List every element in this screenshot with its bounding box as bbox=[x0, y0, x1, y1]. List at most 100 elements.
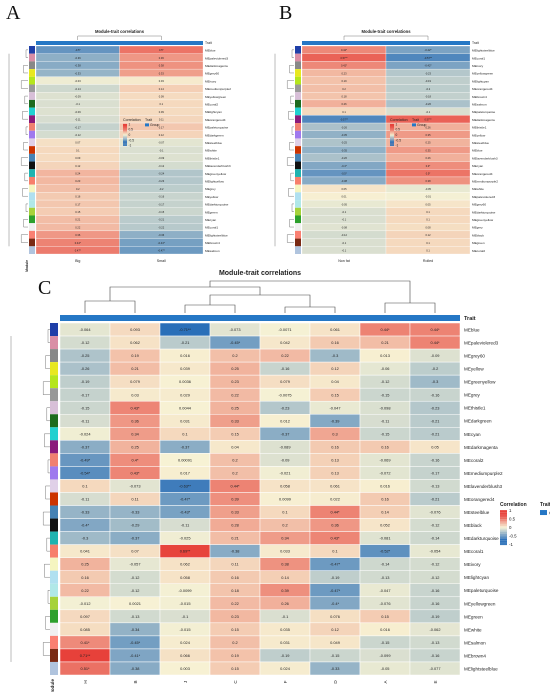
c-legend-swatch bbox=[500, 513, 507, 515]
c-cell-label: 0.69** bbox=[180, 549, 191, 554]
dendrogram-branch bbox=[45, 355, 50, 369]
b-row-label: MEthistle1 bbox=[472, 126, 487, 130]
b-trait-swatch bbox=[412, 123, 416, 127]
b-cell-label: 0.57** bbox=[424, 118, 431, 122]
c-cell-label: 0.097 bbox=[80, 614, 90, 619]
b-cell-label: -0.1 bbox=[342, 218, 347, 222]
b-cell-label: -0.05 bbox=[425, 187, 431, 191]
a-legend-swatch bbox=[123, 143, 127, 145]
a-legend-swatch bbox=[123, 123, 127, 125]
c-cell-label: 0.1 bbox=[182, 431, 187, 436]
c-cell-label: -0.12 bbox=[131, 588, 140, 593]
a-cell-label: 0.21 bbox=[75, 218, 81, 222]
c-cell-label: 0.44* bbox=[330, 510, 340, 515]
c-legend-swatch bbox=[500, 533, 507, 534]
c-cell-label: -0.13 bbox=[381, 575, 390, 580]
a-legend-swatch bbox=[123, 137, 127, 138]
b-cell-label: -0.57** bbox=[424, 56, 432, 60]
dendrogram-branch bbox=[25, 49, 28, 58]
a-row-label: MElavenderblush3 bbox=[205, 164, 231, 168]
c-cell-label: 0.066 bbox=[180, 653, 190, 658]
c-legend-swatch bbox=[500, 521, 507, 522]
b-module-swatch bbox=[295, 223, 301, 231]
b-row-label: MEorangered4 bbox=[472, 87, 493, 91]
dendrogram-branch bbox=[46, 407, 50, 421]
b-cell-label: -0.01 bbox=[425, 195, 431, 199]
b-module-swatch bbox=[295, 76, 301, 85]
a-legend-swatch bbox=[123, 142, 127, 143]
a-row-label: MEdarkturquoise bbox=[205, 203, 229, 207]
a-legend-swatch bbox=[123, 144, 127, 146]
a-trait-swatch bbox=[145, 123, 149, 127]
b-module-swatch bbox=[295, 61, 301, 70]
c-cell-label: -0.16 bbox=[431, 457, 440, 462]
panel-letter-a: A bbox=[6, 2, 21, 24]
b-legend-swatch bbox=[390, 137, 394, 138]
c-cell-label: 0.44* bbox=[380, 327, 390, 332]
b-legend-swatch bbox=[390, 140, 394, 142]
c-cell-label: 0.085 bbox=[80, 627, 90, 632]
a-cell-label: -0.12 bbox=[158, 164, 164, 168]
b-legend-swatch bbox=[390, 133, 394, 135]
a-module-swatch bbox=[29, 230, 35, 239]
b-legend-swatch bbox=[390, 127, 394, 128]
c-cell-label: -0.25 bbox=[81, 353, 90, 358]
c-cell-label: -0.099 bbox=[379, 653, 390, 658]
b-row-label: MEgrey bbox=[472, 226, 483, 230]
c-module-swatch bbox=[50, 453, 58, 467]
b-row-label: MEbrown4 bbox=[472, 95, 487, 99]
a-cell-label: 0.12 bbox=[159, 133, 165, 137]
c-cell-label: -0.15 bbox=[381, 431, 390, 436]
a-row-label: MEdarkgreen bbox=[205, 133, 224, 137]
a-cell-label: -0.36 bbox=[158, 233, 164, 237]
a-row-label: MEcyan bbox=[205, 218, 216, 222]
b-cell-label: -0.2 bbox=[426, 87, 431, 91]
c-cell-label: 0.1 bbox=[82, 484, 87, 489]
c-col-dendrogram bbox=[209, 280, 411, 303]
c-legend-swatch bbox=[500, 515, 507, 517]
c-legend-tick: 0 bbox=[509, 525, 512, 530]
a-legend-tick: 0.5 bbox=[129, 128, 134, 132]
c-legend-swatch bbox=[500, 534, 507, 536]
c-cell-label: 0.04 bbox=[331, 379, 339, 384]
c-cell-label: 0.024 bbox=[280, 666, 291, 671]
a-row-label: MEpaleviolered3 bbox=[205, 56, 228, 60]
dendrogram-branch bbox=[22, 111, 28, 120]
c-cell-label: 0.2 bbox=[232, 457, 237, 462]
c-legend-swatch bbox=[500, 524, 507, 525]
b-cell-label: -0.35 bbox=[341, 133, 347, 137]
b-cell-label: -0.08 bbox=[341, 225, 347, 229]
a-x-label: Big bbox=[75, 259, 80, 263]
c-cell-label: 0.16 bbox=[331, 444, 339, 449]
a-cell-label: 0.11 bbox=[159, 118, 164, 122]
c-legend-tick: 0.5 bbox=[509, 517, 516, 522]
c-cell-label: -0.11 bbox=[181, 523, 190, 528]
c-col-dendrogram bbox=[84, 300, 136, 313]
c-cell-label: 0.041 bbox=[80, 549, 90, 554]
c-cell-label: -0.71** bbox=[179, 327, 191, 332]
c-cell-label: -0.09 bbox=[281, 457, 290, 462]
c-cell-label: -0.23 bbox=[281, 405, 290, 410]
c-cell-label: -0.21 bbox=[431, 431, 440, 436]
c-cell-label: -0.38 bbox=[131, 666, 140, 671]
a-module-swatch bbox=[29, 246, 35, 254]
dendrogram-branch bbox=[289, 219, 294, 228]
a-legend-swatch bbox=[123, 124, 127, 126]
b-row-label: MEcoral1 bbox=[472, 56, 485, 60]
a-legend-swatch bbox=[123, 131, 127, 132]
b-cell-label: 0.26 bbox=[425, 125, 431, 129]
c-cell-label: -0.37 bbox=[281, 431, 290, 436]
b-module-swatch bbox=[295, 146, 301, 154]
c-cell-label: -0.12 bbox=[131, 575, 140, 580]
a-row-label: MEpaleturquoise bbox=[205, 126, 228, 130]
b-module-swatch bbox=[295, 161, 301, 170]
c-trait-bar bbox=[60, 315, 460, 321]
b-legend-swatch bbox=[390, 140, 394, 141]
a-legend-swatch bbox=[123, 132, 127, 134]
c-module-swatch bbox=[50, 557, 58, 571]
a-trait-header: Trait bbox=[205, 41, 212, 45]
a-cell-label: -0.2 bbox=[159, 187, 164, 191]
c-cell-label: 0.23 bbox=[231, 614, 239, 619]
c-cell-label: -0.54* bbox=[80, 470, 91, 475]
dendrogram-branch bbox=[287, 234, 294, 243]
